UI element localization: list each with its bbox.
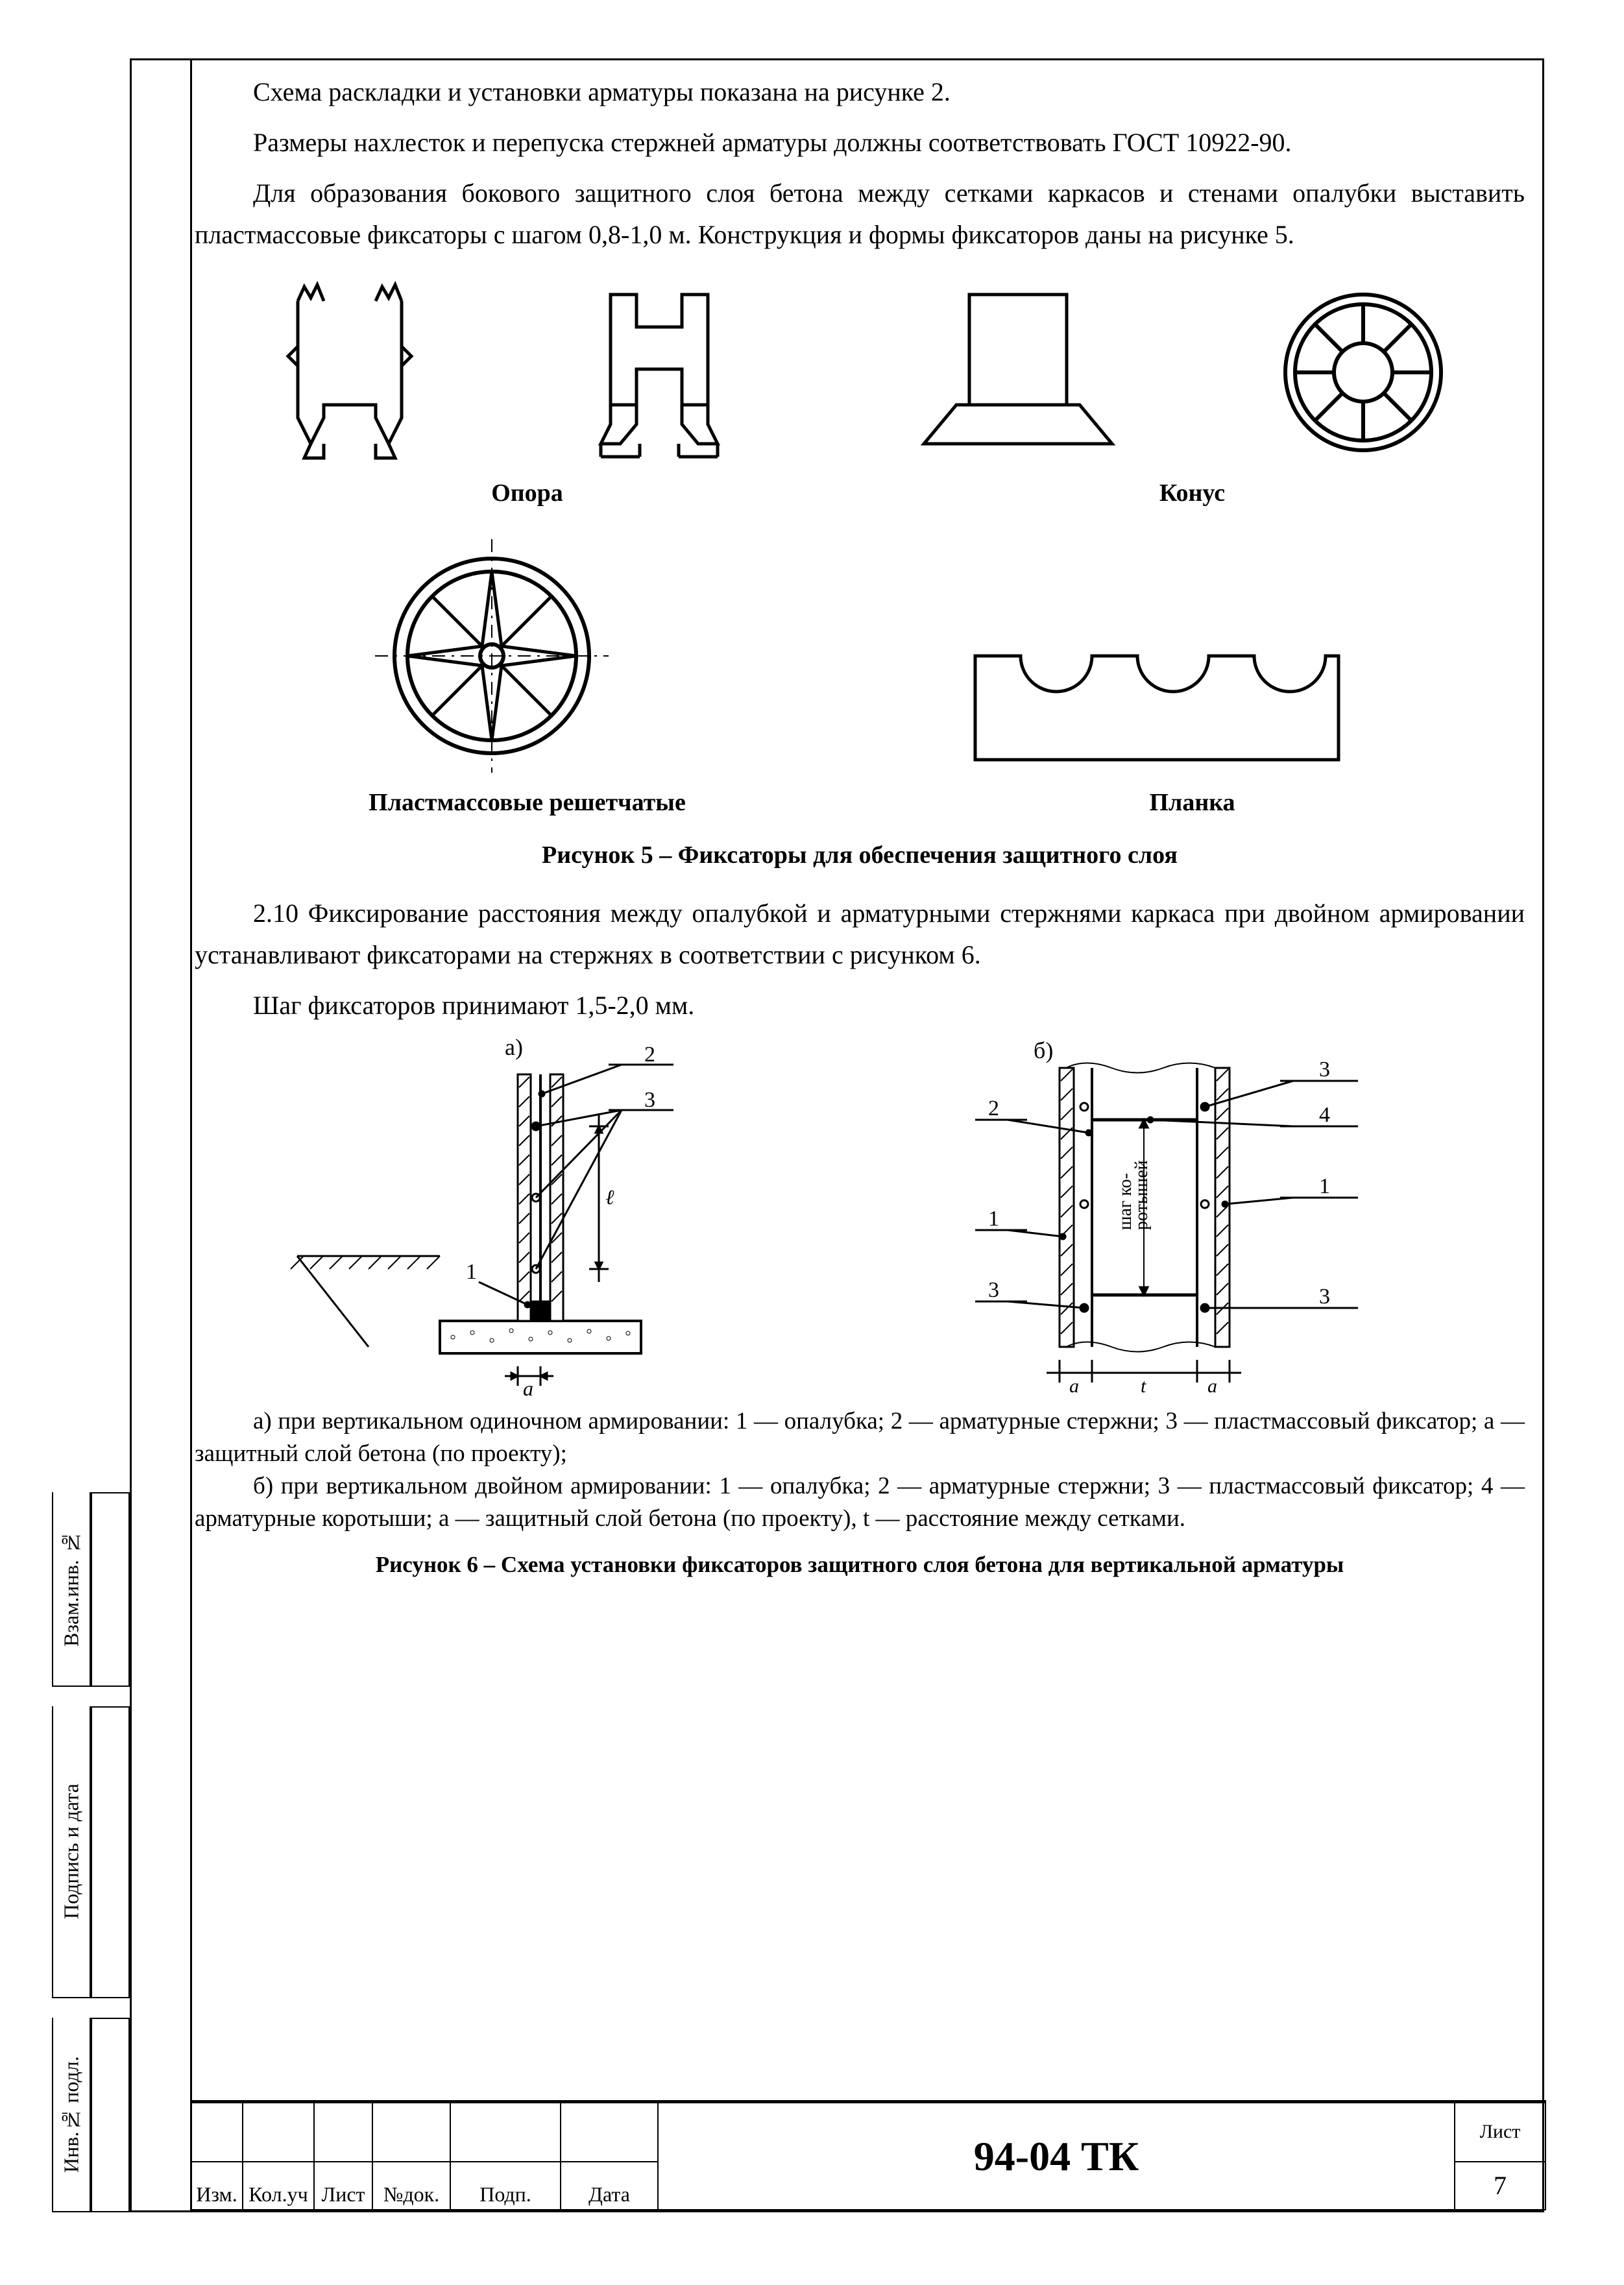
sheet-num: 7 bbox=[1455, 2162, 1545, 2210]
fig5-row2 bbox=[195, 533, 1525, 779]
side-cell-podpis-blank bbox=[91, 1706, 130, 1998]
side-cell-podpis: Подпись и дата bbox=[52, 1706, 91, 1998]
fig5-konus-top bbox=[1272, 275, 1454, 470]
fig5-konus-label: Конус bbox=[860, 474, 1525, 513]
doc-code: 94-04 ТК bbox=[658, 2103, 1455, 2210]
fig5-caption-row1: Опора Конус bbox=[195, 474, 1525, 513]
fig5-opora-label: Опора bbox=[195, 474, 860, 513]
svg-text:2: 2 bbox=[988, 1096, 999, 1120]
hdr-koluch: Кол.уч bbox=[243, 2162, 314, 2210]
svg-text:t: t bbox=[1141, 1375, 1146, 1397]
fig6-b-label: б) bbox=[1034, 1037, 1053, 1063]
fig5-reshet-label: Пластмассовые решетчатые bbox=[195, 783, 860, 823]
content-area: Схема раскладки и установки арматуры пок… bbox=[195, 71, 1525, 1601]
fig5-reshet bbox=[356, 533, 628, 779]
title-block: 94-04 ТК Лист Изм. Кол.уч Лист №док. Под… bbox=[190, 2100, 1546, 2210]
hdr-data: Дата bbox=[561, 2162, 658, 2210]
hdr-izm: Изм. bbox=[191, 2162, 243, 2210]
title-block-table: 94-04 ТК Лист Изм. Кол.уч Лист №док. Под… bbox=[190, 2102, 1546, 2210]
svg-text:a: a bbox=[1207, 1375, 1217, 1397]
fig6-row: а) bbox=[195, 1035, 1525, 1399]
fig6-legend-a: а) при вертикальном одиночном армировани… bbox=[195, 1405, 1525, 1470]
svg-text:3: 3 bbox=[1319, 1058, 1330, 1082]
svg-text:2: 2 bbox=[644, 1043, 655, 1067]
side-cell-vzam: Взам.инв. № bbox=[52, 1492, 91, 1687]
fig5-opora-front bbox=[575, 275, 744, 470]
sheet-label: Лист bbox=[1455, 2103, 1545, 2162]
svg-text:3: 3 bbox=[1319, 1285, 1330, 1309]
fig6-legend-b: б) при вертикальном двойном армировании:… bbox=[195, 1470, 1525, 1535]
para-3: Для образования бокового защитного слоя … bbox=[195, 173, 1525, 256]
para-1: Схема раскладки и установки арматуры пок… bbox=[195, 71, 1525, 113]
hdr-ndok: №док. bbox=[372, 2162, 450, 2210]
fig5-title: Рисунок 5 – Фиксаторы для обеспечения за… bbox=[195, 836, 1525, 875]
para-4: 2.10 Фиксирование расстояния между опалу… bbox=[195, 893, 1525, 976]
svg-text:1: 1 bbox=[466, 1260, 477, 1284]
fig5-konus-side bbox=[885, 275, 1132, 470]
fig6-legend: а) при вертикальном одиночном армировани… bbox=[195, 1405, 1525, 1535]
fig5-opora-side bbox=[265, 275, 434, 470]
side-cell-vzam-blank bbox=[91, 1492, 130, 1687]
fig5-planka bbox=[949, 611, 1364, 779]
svg-text:3: 3 bbox=[988, 1278, 999, 1302]
side-cell-inv-blank bbox=[91, 2018, 130, 2212]
side-stamps: Взам.инв. № Подпись и дата Инв.№ подл. bbox=[52, 1492, 130, 2212]
svg-text:ℓ: ℓ bbox=[605, 1185, 614, 1209]
fig6-a-label: а) bbox=[505, 1035, 523, 1060]
svg-text:a: a bbox=[523, 1377, 533, 1399]
fig5-planka-label: Планка bbox=[860, 783, 1525, 823]
fig6-title: Рисунок 6 – Схема установки фиксаторов з… bbox=[195, 1547, 1525, 1583]
fig6-a: а) bbox=[271, 1035, 764, 1399]
svg-text:3: 3 bbox=[644, 1088, 655, 1112]
svg-text:4: 4 bbox=[1319, 1103, 1330, 1127]
svg-text:a: a bbox=[1069, 1375, 1079, 1397]
hdr-podp: Подп. bbox=[450, 2162, 561, 2210]
fig5-caption-row2: Пластмассовые решетчатые Планка bbox=[195, 783, 1525, 823]
svg-text:1: 1 bbox=[1319, 1174, 1330, 1198]
fig5-row1 bbox=[195, 275, 1525, 470]
para-2: Размеры нахлесток и перепуска стержней а… bbox=[195, 122, 1525, 163]
fig6-b: б) bbox=[917, 1035, 1449, 1399]
svg-text:1: 1 bbox=[988, 1207, 999, 1231]
side-cell-inv: Инв.№ подл. bbox=[52, 2018, 91, 2212]
svg-text:ротышей: ротышей bbox=[1132, 1161, 1152, 1231]
para-5: Шаг фиксаторов принимают 1,5-2,0 мм. bbox=[195, 985, 1525, 1026]
hdr-list: Лист bbox=[314, 2162, 372, 2210]
